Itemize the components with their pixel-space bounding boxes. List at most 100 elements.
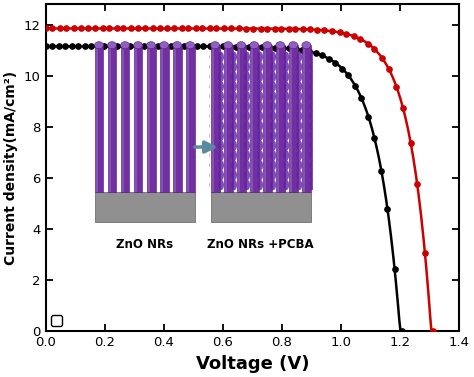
FancyBboxPatch shape <box>94 45 103 192</box>
FancyBboxPatch shape <box>187 45 189 192</box>
Circle shape <box>203 101 210 112</box>
Ellipse shape <box>210 41 219 49</box>
Text: ZnO NRs: ZnO NRs <box>116 238 173 250</box>
Circle shape <box>203 71 210 82</box>
Circle shape <box>257 170 263 180</box>
Circle shape <box>257 180 263 190</box>
FancyBboxPatch shape <box>277 45 279 192</box>
Circle shape <box>296 101 302 112</box>
Circle shape <box>310 81 315 92</box>
FancyBboxPatch shape <box>238 45 240 192</box>
FancyBboxPatch shape <box>210 45 219 192</box>
Circle shape <box>270 91 276 102</box>
Circle shape <box>218 71 224 82</box>
Circle shape <box>270 170 276 180</box>
Circle shape <box>283 101 289 112</box>
Circle shape <box>283 180 289 190</box>
Circle shape <box>283 61 289 72</box>
Circle shape <box>218 150 224 161</box>
Circle shape <box>296 140 302 151</box>
Circle shape <box>257 91 263 102</box>
Circle shape <box>296 71 302 82</box>
Circle shape <box>296 130 302 141</box>
Ellipse shape <box>224 41 233 49</box>
Circle shape <box>218 160 224 170</box>
Circle shape <box>244 180 250 190</box>
Circle shape <box>283 91 289 102</box>
Circle shape <box>257 160 263 170</box>
Circle shape <box>310 160 315 170</box>
FancyBboxPatch shape <box>122 45 124 192</box>
FancyBboxPatch shape <box>250 45 259 192</box>
FancyBboxPatch shape <box>146 45 155 192</box>
Circle shape <box>296 180 302 190</box>
Circle shape <box>257 130 263 141</box>
Circle shape <box>257 81 263 92</box>
Circle shape <box>218 61 224 72</box>
Circle shape <box>257 52 263 62</box>
Circle shape <box>203 61 210 72</box>
Ellipse shape <box>263 41 272 49</box>
Circle shape <box>231 91 237 102</box>
Circle shape <box>296 111 302 121</box>
FancyBboxPatch shape <box>212 45 214 192</box>
Circle shape <box>270 150 276 161</box>
X-axis label: Voltage (V): Voltage (V) <box>196 355 309 373</box>
Circle shape <box>283 160 289 170</box>
Circle shape <box>231 170 237 180</box>
Circle shape <box>296 160 302 170</box>
FancyBboxPatch shape <box>174 45 176 192</box>
Circle shape <box>270 71 276 82</box>
Circle shape <box>310 121 315 131</box>
Circle shape <box>231 101 237 112</box>
Circle shape <box>310 170 315 180</box>
Circle shape <box>270 101 276 112</box>
Circle shape <box>257 150 263 161</box>
FancyBboxPatch shape <box>290 45 292 192</box>
Circle shape <box>296 150 302 161</box>
Circle shape <box>244 111 250 121</box>
Legend:  <box>51 315 62 326</box>
Ellipse shape <box>289 41 298 49</box>
FancyBboxPatch shape <box>225 45 227 192</box>
Circle shape <box>231 180 237 190</box>
Y-axis label: Current density(mA/cm²): Current density(mA/cm²) <box>4 71 18 265</box>
FancyBboxPatch shape <box>94 192 195 222</box>
Circle shape <box>310 180 315 190</box>
Circle shape <box>283 111 289 121</box>
Circle shape <box>244 170 250 180</box>
Circle shape <box>244 91 250 102</box>
Circle shape <box>231 81 237 92</box>
FancyBboxPatch shape <box>251 45 253 192</box>
Ellipse shape <box>94 41 103 49</box>
Circle shape <box>283 170 289 180</box>
Ellipse shape <box>186 41 195 49</box>
Circle shape <box>283 140 289 151</box>
Circle shape <box>244 121 250 131</box>
FancyBboxPatch shape <box>289 45 298 192</box>
Circle shape <box>244 81 250 92</box>
Circle shape <box>270 180 276 190</box>
Circle shape <box>218 170 224 180</box>
Circle shape <box>270 130 276 141</box>
Ellipse shape <box>276 41 285 49</box>
Circle shape <box>203 140 210 151</box>
Ellipse shape <box>108 41 117 49</box>
Circle shape <box>203 160 210 170</box>
FancyBboxPatch shape <box>135 45 137 192</box>
Circle shape <box>244 130 250 141</box>
FancyBboxPatch shape <box>264 45 266 192</box>
Circle shape <box>283 71 289 82</box>
Circle shape <box>218 121 224 131</box>
FancyBboxPatch shape <box>120 45 129 192</box>
Circle shape <box>257 121 263 131</box>
Circle shape <box>203 150 210 161</box>
Ellipse shape <box>250 41 259 49</box>
Circle shape <box>244 61 250 72</box>
Circle shape <box>231 61 237 72</box>
Circle shape <box>244 52 250 62</box>
Circle shape <box>296 52 302 62</box>
Ellipse shape <box>173 41 182 49</box>
Circle shape <box>270 160 276 170</box>
Circle shape <box>283 130 289 141</box>
